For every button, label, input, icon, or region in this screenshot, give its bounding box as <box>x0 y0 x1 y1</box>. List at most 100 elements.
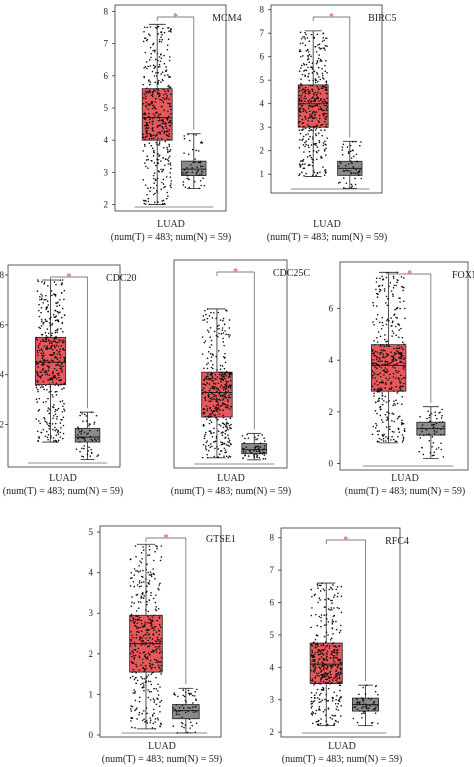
data-point <box>402 358 405 361</box>
data-point <box>143 668 146 671</box>
data-point <box>397 344 400 347</box>
data-point <box>193 695 196 697</box>
data-point <box>230 405 232 408</box>
data-point <box>160 81 162 83</box>
data-point <box>372 301 374 304</box>
data-point <box>338 607 340 610</box>
data-point <box>304 69 306 71</box>
data-point <box>149 26 152 28</box>
data-point <box>389 425 391 428</box>
data-point <box>97 438 100 440</box>
data-point <box>158 670 161 673</box>
data-point <box>160 664 163 667</box>
data-point <box>337 721 339 723</box>
data-point <box>157 116 160 118</box>
data-point <box>150 144 153 147</box>
data-point <box>140 630 143 633</box>
data-point <box>377 331 380 333</box>
data-point <box>46 300 49 303</box>
data-point <box>402 439 405 441</box>
data-point <box>151 117 154 120</box>
data-point <box>189 692 191 695</box>
data-point <box>45 307 48 309</box>
data-point <box>154 550 156 553</box>
data-point <box>39 375 41 378</box>
data-point <box>381 403 384 406</box>
data-point <box>381 398 383 400</box>
data-point <box>333 607 335 609</box>
data-point <box>164 90 166 93</box>
data-point <box>210 360 212 362</box>
data-point <box>144 184 147 186</box>
data-point <box>61 388 63 390</box>
data-point <box>385 440 387 442</box>
data-point <box>42 321 45 324</box>
data-point <box>189 727 191 729</box>
data-point <box>207 375 209 378</box>
data-point <box>205 418 208 420</box>
data-point <box>315 721 318 723</box>
data-point <box>311 72 314 74</box>
data-point <box>358 693 360 696</box>
data-point <box>220 394 222 397</box>
data-point <box>204 447 207 449</box>
data-point <box>317 66 320 69</box>
data-point <box>157 137 159 140</box>
data-point <box>430 412 433 415</box>
data-point <box>315 144 317 146</box>
data-point <box>391 436 393 438</box>
data-point <box>37 346 40 349</box>
plot-frame <box>7 264 121 468</box>
data-point <box>331 627 334 630</box>
data-point <box>131 601 133 604</box>
data-point <box>61 400 64 402</box>
data-point <box>148 618 151 621</box>
data-point <box>216 404 218 406</box>
data-point <box>210 416 213 418</box>
data-point <box>221 422 224 425</box>
data-point <box>222 379 225 382</box>
data-point <box>256 450 258 453</box>
data-point <box>63 298 65 301</box>
data-point <box>392 356 395 359</box>
data-point <box>299 31 302 34</box>
data-point <box>156 52 159 55</box>
data-point <box>223 372 226 374</box>
data-point <box>403 430 406 433</box>
data-point <box>310 691 313 694</box>
data-point <box>137 571 140 573</box>
data-point <box>59 279 62 282</box>
data-point <box>329 716 332 719</box>
data-point <box>314 663 316 665</box>
data-point <box>145 609 147 611</box>
data-point <box>324 698 326 701</box>
data-point <box>371 362 374 365</box>
data-point <box>361 707 363 709</box>
data-point <box>333 715 335 717</box>
data-point <box>152 64 155 66</box>
data-point <box>131 675 134 678</box>
data-point <box>396 306 399 309</box>
data-point <box>148 112 150 115</box>
data-point <box>330 653 333 656</box>
data-point <box>132 662 135 665</box>
data-point <box>393 431 395 433</box>
data-point <box>167 27 169 29</box>
data-point <box>301 94 303 96</box>
data-point <box>371 385 374 388</box>
data-point <box>340 624 342 627</box>
data-point <box>36 351 39 354</box>
data-point <box>330 682 333 684</box>
data-point <box>145 720 148 722</box>
data-point <box>311 711 314 713</box>
data-point <box>326 673 329 676</box>
data-point <box>356 721 359 724</box>
data-point <box>338 698 341 701</box>
data-point <box>160 669 162 672</box>
data-point <box>311 105 314 108</box>
data-point <box>57 433 60 435</box>
data-point <box>96 455 99 457</box>
data-point <box>302 55 304 57</box>
data-point <box>317 601 319 604</box>
